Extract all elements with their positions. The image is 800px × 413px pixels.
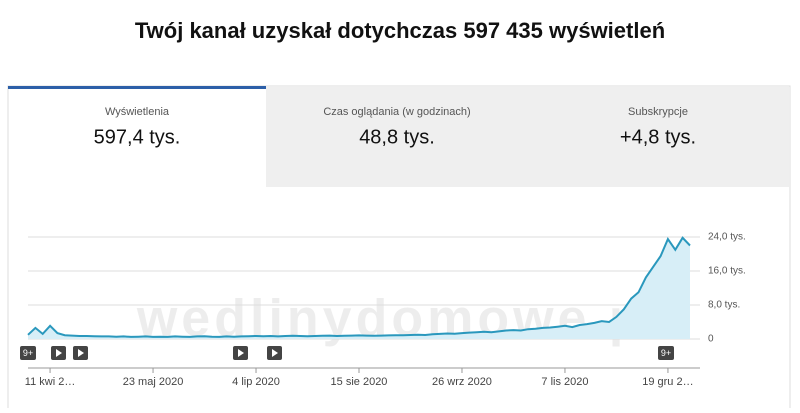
marker-box — [20, 346, 36, 360]
play-glyph — [272, 349, 278, 357]
x-tick-label: 26 wrz 2020 — [432, 376, 492, 388]
y-tick-label: 8,0 tys. — [708, 300, 740, 311]
tab[interactable]: Czas oglądania (w godzinach) 48,8 tys. — [323, 106, 470, 148]
inactive-tabs — [266, 87, 789, 187]
tab-value: 48,8 tys. — [359, 126, 435, 148]
tab-label: Czas oglądania (w godzinach) — [323, 106, 470, 118]
tab[interactable]: Wyświetlenia 597,4 tys. — [94, 106, 181, 148]
active-tab-indicator — [8, 86, 266, 89]
x-tick-label: 11 kwi 2… — [25, 376, 76, 388]
line — [27, 236, 691, 338]
play-glyph — [56, 349, 62, 357]
tab-value: 597,4 tys. — [94, 126, 181, 148]
x-tick-label: 4 lip 2020 — [232, 376, 280, 388]
tab-label: Subskrypcje — [628, 106, 688, 118]
area — [28, 237, 690, 339]
y-tick-label: 0 — [708, 334, 714, 345]
event-marker[interactable]: 9+ — [658, 346, 674, 360]
tab[interactable]: Subskrypcje +4,8 tys. — [620, 106, 696, 148]
x-tick-label: 7 lis 2020 — [541, 376, 588, 388]
page-title: Twój kanał uzyskał dotychczas 597 435 wy… — [135, 18, 665, 43]
y-tick-label: 24,0 tys. — [708, 232, 746, 243]
y-tick-label: 16,0 tys. — [708, 266, 746, 277]
tab-value: +4,8 tys. — [620, 126, 696, 148]
x-tick-label: 15 sie 2020 — [331, 376, 388, 388]
play-glyph — [238, 349, 244, 357]
marker-label: 9+ — [23, 348, 33, 358]
play-icons — [51, 346, 282, 360]
x-tick-label: 23 maj 2020 — [123, 376, 184, 388]
event-marker[interactable]: 9+ — [20, 346, 36, 360]
marker-box — [658, 346, 674, 360]
play-glyph — [78, 349, 84, 357]
marker-label: 9+ — [661, 348, 671, 358]
tab-label: Wyświetlenia — [105, 106, 170, 118]
x-tick-label: 19 gru 2… — [642, 376, 693, 388]
